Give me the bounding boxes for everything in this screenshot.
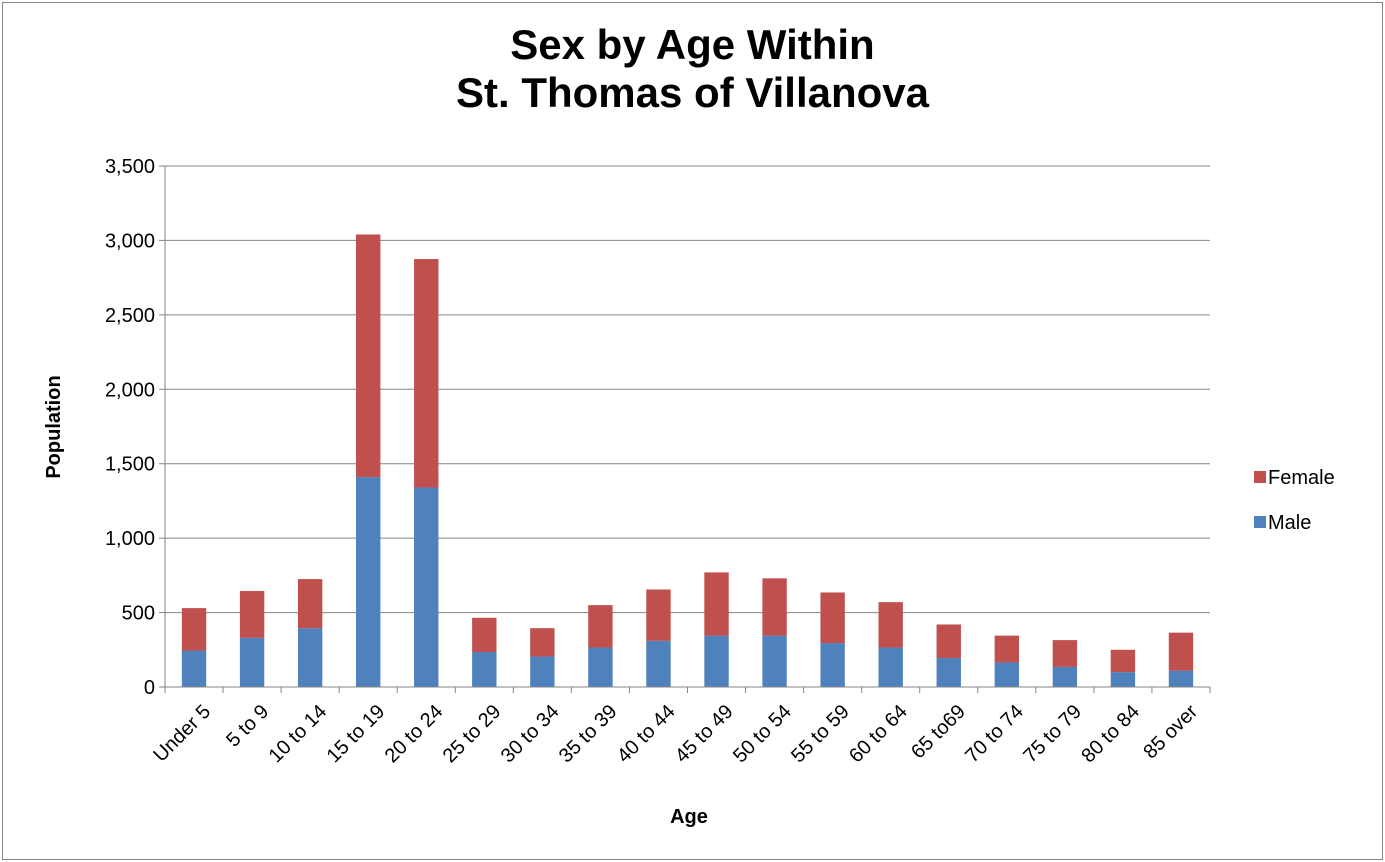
y-tick-label: 2,000 bbox=[105, 379, 155, 401]
bar-female bbox=[356, 234, 381, 478]
bar-female bbox=[994, 635, 1019, 663]
bar-male bbox=[1168, 670, 1194, 687]
bar-female bbox=[936, 624, 961, 658]
gridlines bbox=[165, 165, 1210, 614]
x-tick-label: 45 to 49 bbox=[671, 701, 738, 768]
bar-male bbox=[936, 657, 961, 687]
y-tick-label: 3,500 bbox=[105, 156, 155, 178]
x-tick-label: 55 to 59 bbox=[787, 701, 854, 768]
x-tick-label: 65 to69 bbox=[907, 701, 970, 764]
bar-female bbox=[820, 592, 845, 644]
x-tick-label: 15 to 19 bbox=[323, 701, 390, 768]
x-tick-label: 50 to 54 bbox=[729, 701, 796, 768]
bar-female bbox=[414, 259, 439, 488]
y-axis-title: Population bbox=[43, 375, 65, 478]
bar-male bbox=[994, 662, 1019, 687]
y-tick-label: 500 bbox=[122, 603, 155, 625]
bar-female bbox=[297, 579, 323, 629]
x-tick-label: 35 to 39 bbox=[555, 701, 622, 768]
axes bbox=[159, 165, 1211, 693]
bar-male bbox=[704, 635, 729, 687]
bar-male bbox=[762, 635, 787, 687]
bar-female bbox=[762, 578, 787, 636]
y-tick-label: 1,000 bbox=[105, 528, 155, 550]
bar-female bbox=[530, 628, 555, 657]
chart-title-line1: Sex by Age Within bbox=[510, 21, 875, 68]
bar-male bbox=[356, 477, 381, 687]
y-tick-labels: 0 500 1,000 1,500 2,000 2,500 3,000 3,500 bbox=[105, 156, 155, 699]
y-tick-label: 2,500 bbox=[105, 305, 155, 327]
x-tick-label: 85 over bbox=[1139, 700, 1202, 763]
y-tick-label: 0 bbox=[144, 677, 155, 699]
x-tick-label: 25 to 29 bbox=[439, 701, 506, 768]
bar-female bbox=[646, 589, 671, 641]
x-tick-label: 20 to 24 bbox=[381, 701, 448, 768]
legend-label-female: Female bbox=[1268, 467, 1335, 489]
bar-male bbox=[472, 652, 497, 687]
bar-male bbox=[239, 637, 265, 687]
bars bbox=[181, 234, 1194, 687]
bar-female bbox=[1052, 640, 1078, 667]
bar-female bbox=[181, 608, 207, 651]
x-tick-label: 30 to 34 bbox=[497, 701, 564, 768]
legend: Female Male bbox=[1254, 467, 1335, 534]
bar-female bbox=[472, 617, 497, 653]
bar-male bbox=[1052, 666, 1078, 687]
bar-male bbox=[530, 656, 555, 687]
legend-swatch-female bbox=[1254, 471, 1266, 483]
bar-female bbox=[704, 572, 729, 636]
bar-male bbox=[181, 650, 207, 687]
bar-male bbox=[1110, 672, 1136, 687]
y-tick-label: 3,000 bbox=[105, 230, 155, 252]
x-tick-label: 70 to 74 bbox=[961, 701, 1028, 768]
x-tick-label: Under 5 bbox=[149, 701, 215, 767]
bar-female bbox=[588, 605, 613, 648]
bar-male bbox=[588, 647, 613, 687]
bar-female bbox=[1168, 632, 1194, 671]
legend-label-male: Male bbox=[1268, 512, 1311, 534]
bar-male bbox=[820, 643, 845, 687]
x-tick-label: 80 to 84 bbox=[1077, 701, 1144, 768]
bar-male bbox=[646, 640, 671, 687]
bar-male bbox=[878, 647, 903, 687]
legend-swatch-male bbox=[1254, 516, 1266, 528]
bar-male bbox=[414, 487, 439, 687]
chart-title-line2: St. Thomas of Villanova bbox=[456, 69, 929, 116]
x-tick-label: 5 to 9 bbox=[222, 701, 273, 752]
x-tick-label: 10 to 14 bbox=[265, 701, 332, 768]
x-tick-label: 75 to 79 bbox=[1019, 701, 1086, 768]
bar-female bbox=[1110, 649, 1136, 673]
bar-female bbox=[239, 590, 265, 638]
x-axis-title: Age bbox=[670, 806, 708, 828]
y-tick-label: 1,500 bbox=[105, 454, 155, 476]
x-tick-label: 40 to 44 bbox=[613, 701, 680, 768]
x-tick-label: 60 to 64 bbox=[845, 701, 912, 768]
bar-male bbox=[297, 628, 323, 687]
chart-title: Sex by Age Within St. Thomas of Villanov… bbox=[3, 21, 1382, 117]
bar-female bbox=[878, 602, 903, 648]
